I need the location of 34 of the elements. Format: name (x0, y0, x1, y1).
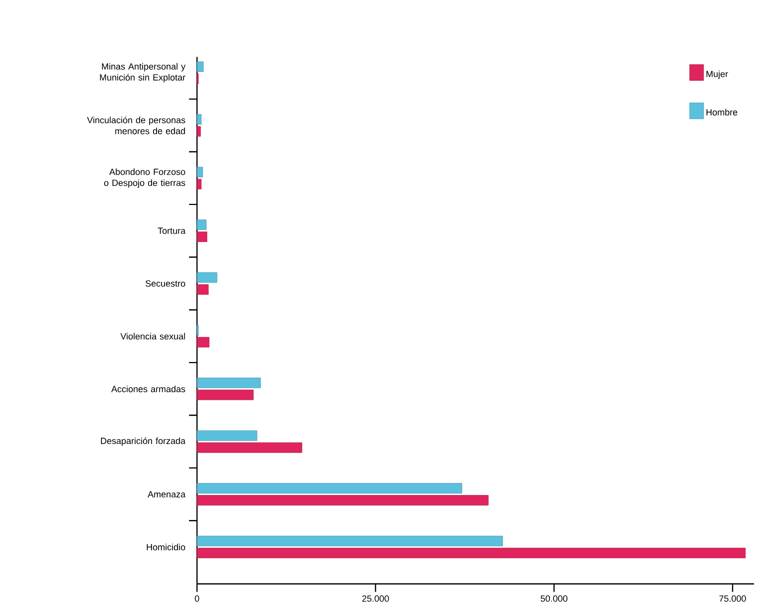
bar (196, 442, 302, 453)
bar (196, 536, 503, 546)
legend-label: Mujer (706, 70, 728, 79)
bar (196, 220, 206, 230)
y-tick-label: Tortura (158, 228, 186, 234)
bar (196, 548, 746, 558)
x-tick-label: 75.000 (719, 595, 746, 602)
y-tick-label: Acciones armadas (111, 386, 186, 392)
bar (196, 495, 489, 506)
bar (196, 114, 202, 125)
y-tick-label: Secuestro (146, 280, 186, 287)
y-tick-label: Vinculación de personas menores de edad (87, 116, 186, 134)
legend-label: Hombre (706, 108, 738, 116)
y-tick-label: Desaparición forzada (101, 437, 186, 446)
bar (196, 430, 258, 441)
bar (196, 126, 201, 137)
bar (196, 483, 462, 494)
bar (196, 178, 202, 190)
bar (196, 166, 203, 178)
bar (196, 61, 204, 72)
x-tick-label: 0 (194, 595, 200, 602)
bar (196, 378, 261, 388)
y-tick-label: Amenaza (148, 491, 186, 498)
bar (196, 272, 218, 283)
bar (196, 336, 210, 348)
bar (196, 232, 208, 242)
y-tick-label: Minas Antipersonal y Munición sin Explotar (100, 63, 186, 82)
x-tick-label: 25.000 (362, 595, 389, 602)
bar (196, 390, 254, 400)
bar (196, 284, 209, 295)
y-tick-label: Abondono Forzoso o Despojo de tierras (104, 168, 186, 188)
y-tick-label: Homicidio (146, 544, 186, 550)
y-tick-label: Violencia sexual (120, 332, 185, 340)
x-tick-label: 50.000 (540, 595, 568, 602)
